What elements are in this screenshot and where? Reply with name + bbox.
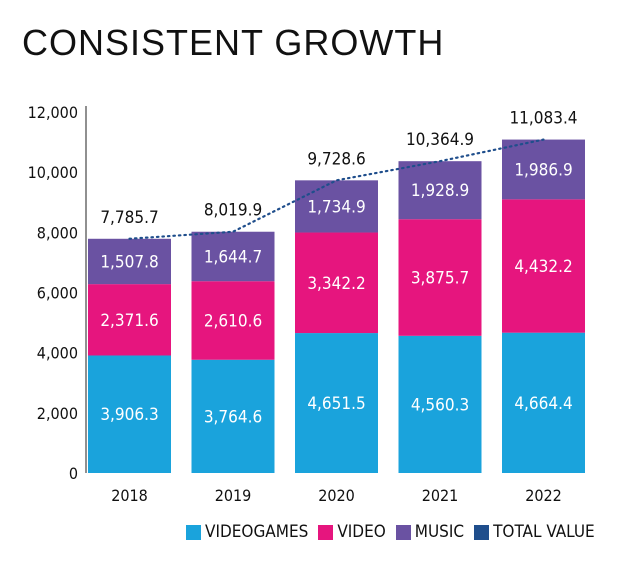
bars: 3,906.3 2,371.6 1,507.8 3,764.6 2,610.6 1,644… [88,139,585,473]
legend-swatch [474,524,490,540]
bar-videogames-2019 [191,359,275,473]
bar-video-2020 [295,232,378,334]
legend: VIDEOGAMES VIDEO MUSIC TOTAL VALUE [186,522,595,542]
data-label-video-2020: 3,342.2 [307,274,365,294]
legend-swatch [395,524,411,540]
x-tick-label: 2020 [318,486,355,505]
y-axis: 0 2,000 4,000 6,000 8,000 10,000 12,000 [28,103,87,483]
bar-videogames-2021 [398,335,482,473]
total-value-series: 7,785.7 8,019.9 9,728.6 10,364.9 11,083.4 [100,109,578,240]
y-tick-label: 10,000 [28,163,78,182]
legend-label: VIDEOGAMES [205,522,309,542]
legend-item-music: MUSIC [395,522,465,542]
bar-music-2022 [502,139,585,200]
bar-videogames-2018 [88,355,171,473]
data-label-music-2018: 1,507.8 [100,252,158,272]
legend-item-video: VIDEO [318,522,386,542]
y-tick-label: 6,000 [37,284,78,303]
bar-video-2022 [502,199,585,333]
legend-item-total-value: TOTAL VALUE [474,522,595,542]
x-tick-label: 2021 [422,486,459,505]
data-label-videogames-2019: 3,764.6 [204,407,262,427]
y-tick-label: 12,000 [28,103,78,122]
data-label-video-2022: 4,432.2 [514,257,572,277]
x-tick-label: 2019 [215,486,252,505]
legend-item-videogames: VIDEOGAMES [186,522,308,542]
bar-music-2020 [295,180,378,233]
x-tick-label: 2018 [111,486,148,505]
data-label-music-2020: 1,734.9 [307,197,365,217]
total-value-label-2018: 7,785.7 [100,208,158,228]
y-tick-label: 8,000 [37,223,78,242]
legend-label: VIDEO [337,522,386,542]
data-label-videogames-2021: 4,560.3 [411,395,469,415]
chart-title: CONSISTENT GROWTH [22,22,445,63]
bar-video-2019 [191,281,275,360]
data-label-videogames-2022: 4,664.4 [514,394,572,414]
y-tick-label: 2,000 [37,404,78,423]
x-tick-label: 2022 [525,486,562,505]
legend-swatch [186,524,201,540]
bar-video-2018 [88,284,171,356]
total-value-label-2022: 11,083.4 [509,109,577,129]
data-label-video-2019: 2,610.6 [204,311,262,331]
total-value-label-2021: 10,364.9 [406,130,474,150]
x-axis: 2018 2019 2020 2021 2022 [111,486,562,505]
y-tick-label: 4,000 [37,344,78,363]
bar-videogames-2020 [295,333,378,473]
y-tick-label: 0 [69,464,78,483]
data-label-videogames-2018: 3,906.3 [100,405,158,425]
bar-music-2019 [191,231,275,282]
data-label-music-2021: 1,928.9 [411,181,469,201]
total-value-label-2020: 9,728.6 [307,149,365,169]
legend-swatch [318,524,334,540]
total-value-line [128,138,545,240]
data-label-video-2018: 2,371.6 [100,311,158,331]
total-value-label-2019: 8,019.9 [204,201,262,221]
data-label-music-2022: 1,986.9 [514,160,572,180]
data-label-video-2021: 3,875.7 [411,269,469,289]
bar-videogames-2022 [502,332,585,473]
legend-label: TOTAL VALUE [493,522,595,542]
bar-music-2021 [398,161,482,220]
legend-label: MUSIC [414,522,465,542]
data-label-videogames-2020: 4,651.5 [307,394,365,414]
data-label-music-2019: 1,644.7 [204,247,262,267]
stacked-bar-chart: 0 2,000 4,000 6,000 8,000 10,000 12,000 3,906.… [28,103,585,505]
bar-video-2021 [398,219,482,336]
bar-music-2018 [88,238,171,285]
